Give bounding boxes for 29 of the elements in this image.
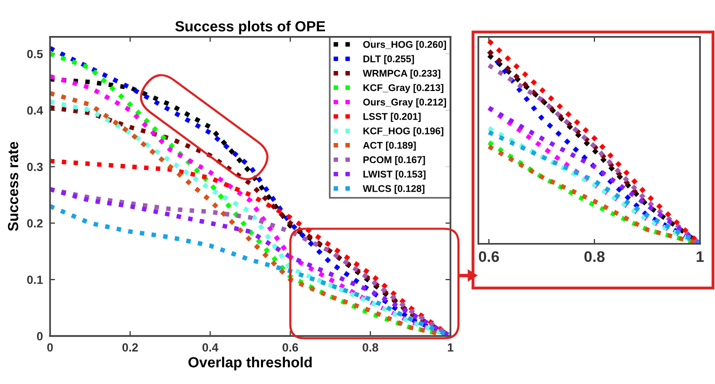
chart-title: Success plots of OPE bbox=[175, 20, 326, 34]
x-tick-label: 0.8 bbox=[584, 251, 605, 262]
legend-label: DLT [0.255] bbox=[363, 55, 414, 64]
y-tick-label: 0.1 bbox=[27, 276, 43, 284]
legend-label: KCF_HOG [0.196] bbox=[363, 127, 444, 136]
legend-label: Ours_HOG [0.260] bbox=[363, 40, 446, 50]
y-axis-title: Success rate bbox=[8, 142, 18, 232]
legend-label: KCF_Gray [0.213] bbox=[363, 84, 444, 94]
x-tick-label: 0.8 bbox=[362, 343, 378, 352]
x-tick-label: 0 bbox=[47, 343, 53, 352]
y-tick-label: 0.3 bbox=[27, 162, 43, 172]
x-tick-label: 0.4 bbox=[202, 343, 218, 352]
x-axis-title: Overlap threshold bbox=[188, 356, 312, 370]
x-tick-label: 0.2 bbox=[122, 343, 138, 352]
legend-label: WLCS [0.128] bbox=[362, 184, 424, 194]
legend-label: LSST [0.201] bbox=[363, 112, 421, 122]
y-tick-label: 0.4 bbox=[27, 106, 44, 115]
legend-label: WRMPCA [0.233] bbox=[362, 70, 440, 79]
legend-label: Ours_Gray [0.212] bbox=[363, 98, 446, 108]
legend-label: ACT [0.189] bbox=[363, 142, 416, 151]
y-tick-label: 0.5 bbox=[27, 50, 43, 58]
legend-label: LWIST [0.153] bbox=[363, 170, 426, 180]
legend-label: PCOM [0.167] bbox=[363, 156, 425, 166]
y-tick-label: 0.2 bbox=[27, 219, 43, 228]
x-tick-label: 0.6 bbox=[282, 343, 298, 352]
y-tick-label: 0 bbox=[37, 332, 43, 340]
x-tick-label: 0.6 bbox=[478, 251, 499, 262]
x-tick-label: 1 bbox=[696, 251, 704, 262]
x-tick-label: 1 bbox=[448, 343, 454, 352]
